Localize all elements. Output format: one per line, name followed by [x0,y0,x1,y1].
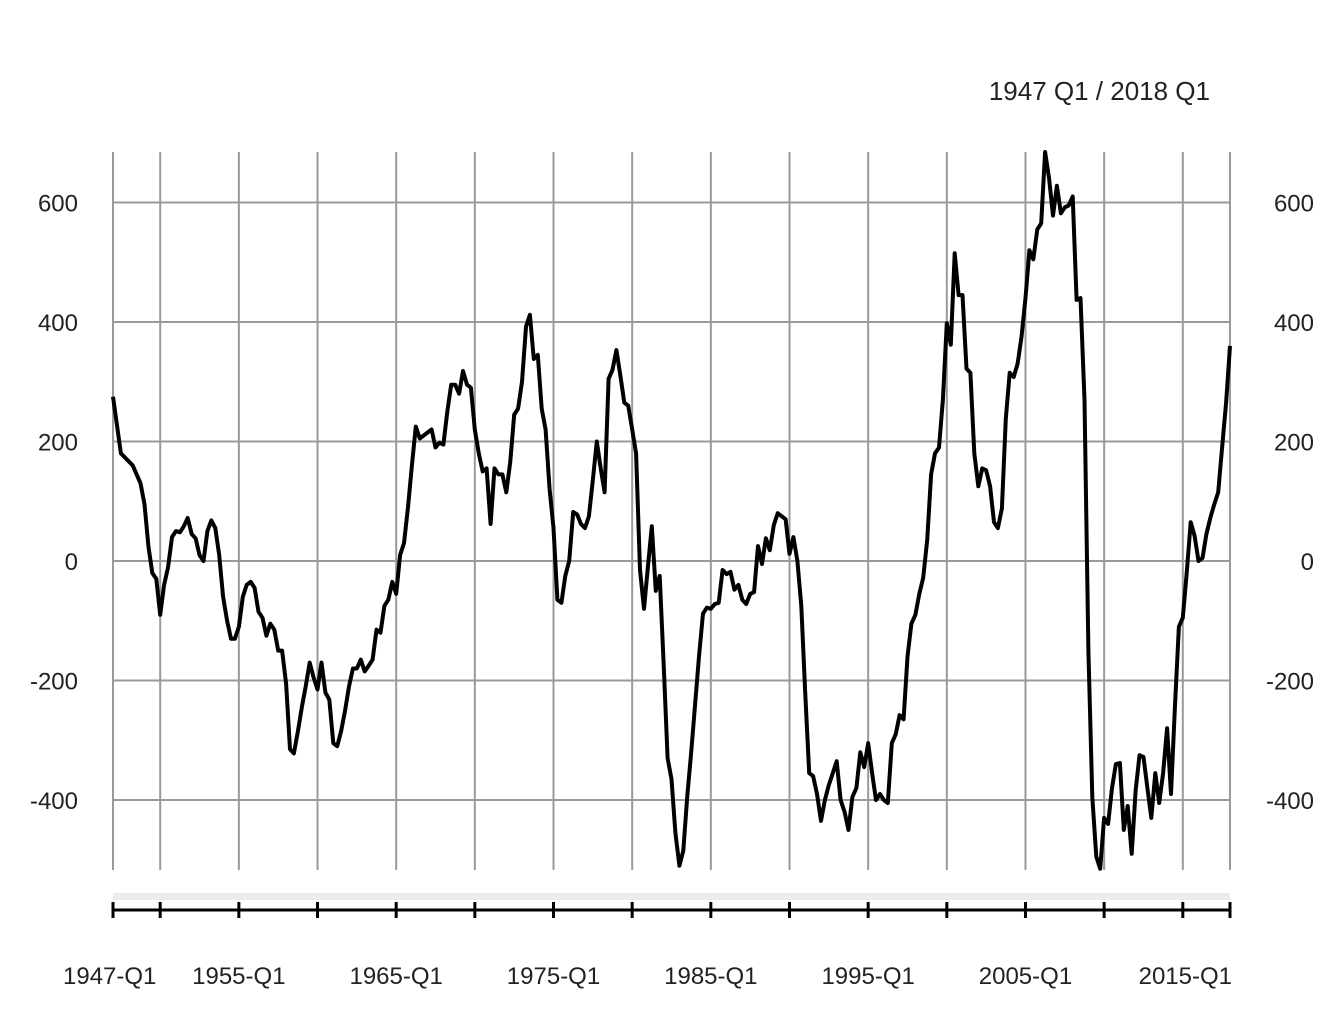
y-axis-right: -400 -200 0 200 400 600 [1266,191,1314,816]
x-tick-label: 1985-Q1 [664,963,757,990]
y-tick-label-right: -200 [1266,669,1314,696]
series-layer [111,150,1232,871]
y-tick-label-left: -400 [30,788,78,815]
y-tick-label-right: 200 [1274,430,1314,457]
x-tick-label: 1947-Q1 [63,963,156,990]
y-tick-label-right: -400 [1266,788,1314,815]
y-axis-left: -400 -200 0 200 400 600 [30,191,78,816]
y-tick-label-left: 600 [38,191,78,218]
y-tick-label-left: -200 [30,669,78,696]
y-tick-label-right: 400 [1274,310,1314,337]
x-tick-label: 1995-Q1 [821,963,914,990]
range-band [113,893,1230,900]
x-tick-label: 2005-Q1 [979,963,1072,990]
y-tick-label-left: 400 [38,310,78,337]
x-tick-label: 1975-Q1 [507,963,600,990]
series-line [111,150,1232,871]
y-tick-label-left: 200 [38,430,78,457]
y-tick-label-left: 0 [65,549,78,576]
x-tick-label: 1955-Q1 [192,963,285,990]
y-tick-label-right: 600 [1274,191,1314,218]
y-tick-label-right: 0 [1301,549,1314,576]
date-range-label: 1947 Q1 / 2018 Q1 [989,76,1210,106]
x-tick-label: 2015-Q1 [1139,963,1232,990]
x-tick-label: 1965-Q1 [349,963,442,990]
x-axis: 1947-Q1 1955-Q1 1965-Q1 1975-Q1 1985-Q1 1995-… [63,893,1232,990]
grid [112,152,1231,870]
